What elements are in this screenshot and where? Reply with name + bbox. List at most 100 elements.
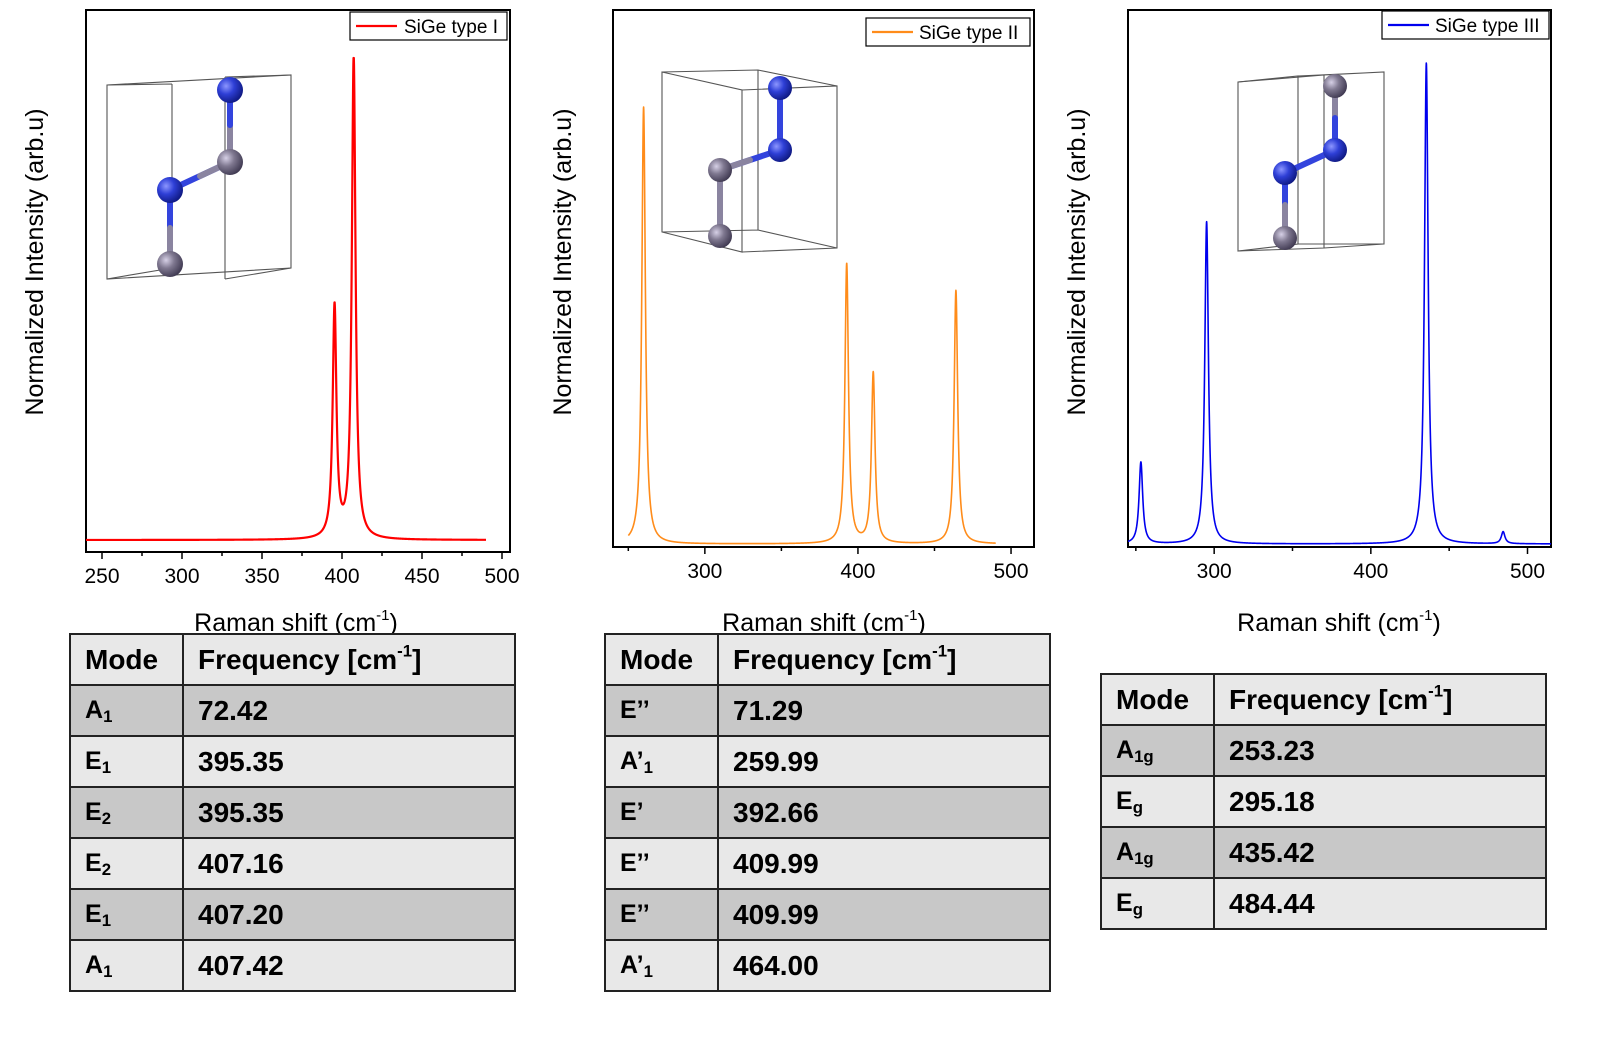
mode-subscript: 2 bbox=[101, 860, 112, 880]
mode-symbol: E’’ bbox=[620, 900, 650, 929]
mode-cell: E’’ bbox=[604, 684, 719, 737]
frequency-cell: 409.99 bbox=[717, 888, 1051, 941]
mode-symbol: E bbox=[85, 747, 102, 776]
x-tick-label: 450 bbox=[404, 565, 439, 588]
frequency-value: 409.99 bbox=[733, 898, 819, 930]
header-frequency-sup: -1 bbox=[1428, 680, 1444, 700]
x-tick-label: 400 bbox=[840, 560, 875, 583]
chart-panel-3: 300 400 500 SiGe type III Normalized Inten… bbox=[1063, 9, 1552, 637]
legend-label: SiGe type III bbox=[1435, 16, 1540, 37]
chart-panel-2: 300 400 500 SiGe type II Normalized Intens… bbox=[549, 9, 1035, 637]
mode-cell: E1 bbox=[69, 888, 184, 941]
mode-cell: A1g bbox=[1100, 826, 1215, 879]
mode-subscript: g bbox=[1132, 798, 1143, 818]
frequency-cell: 259.99 bbox=[717, 735, 1051, 788]
mode-cell: E’’ bbox=[604, 837, 719, 890]
si-atom bbox=[1323, 138, 1347, 162]
mode-symbol: A bbox=[85, 696, 104, 725]
plot-frame bbox=[612, 9, 1035, 548]
header-frequency: Frequency [cm-1] bbox=[717, 633, 1051, 686]
si-atom bbox=[217, 77, 243, 103]
mode-subscript: g bbox=[1132, 900, 1143, 920]
x-tick-label: 500 bbox=[484, 565, 519, 588]
spectrum-line bbox=[1127, 62, 1552, 545]
header-frequency-label: Frequency [cm bbox=[733, 643, 933, 675]
frequency-value: 484.44 bbox=[1229, 887, 1315, 919]
frequency-cell: 484.44 bbox=[1213, 877, 1547, 930]
mode-symbol: A bbox=[1116, 736, 1135, 765]
mode-subscript: 1 bbox=[643, 758, 653, 778]
mode-subscript: 1g bbox=[1134, 747, 1154, 767]
si-atom bbox=[157, 177, 183, 203]
frequency-value: 72.42 bbox=[198, 694, 269, 726]
frequency-cell: 395.35 bbox=[182, 735, 516, 788]
x-axis-label: Raman shift (cm-1) bbox=[194, 607, 398, 637]
crystal-bonds bbox=[167, 87, 233, 267]
mode-cell: E’’ bbox=[604, 888, 719, 941]
mode-symbol: E bbox=[1116, 889, 1133, 918]
legend: SiGe type I bbox=[349, 11, 508, 41]
table-row: Eg 295.18 bbox=[1100, 775, 1547, 828]
frequency-value: 295.18 bbox=[1229, 785, 1315, 817]
ge-atom bbox=[1273, 226, 1297, 250]
frequency-value: 259.99 bbox=[733, 745, 819, 777]
x-axis-label: Raman shift (cm-1) bbox=[1237, 607, 1441, 637]
table-row: A1g 253.23 bbox=[1100, 724, 1547, 777]
table-header-row: Mode Frequency [cm-1] bbox=[604, 633, 1051, 686]
x-axis-label-tail: ) bbox=[918, 609, 926, 637]
mode-symbol: E bbox=[1116, 787, 1133, 816]
frequency-cell: 253.23 bbox=[1213, 724, 1547, 777]
si-atom bbox=[768, 76, 792, 100]
x-tick-label: 250 bbox=[84, 565, 119, 588]
mode-symbol: E’’ bbox=[620, 696, 650, 725]
mode-symbol: A’ bbox=[620, 951, 644, 980]
mode-symbol: A bbox=[1116, 838, 1135, 867]
chart-panel-1: 250 300 350 400 450 500 SiGe type I Normalize… bbox=[21, 9, 520, 637]
table-row: A1 407.42 bbox=[69, 939, 516, 992]
mode-subscript: 1 bbox=[103, 707, 113, 727]
mode-cell: E’ bbox=[604, 786, 719, 839]
frequency-value: 71.29 bbox=[733, 694, 804, 726]
y-axis-label: Normalized Intensity (arb.u) bbox=[21, 108, 49, 415]
ge-atom bbox=[1323, 74, 1347, 98]
ge-atom bbox=[217, 149, 243, 175]
x-axis-label: Raman shift (cm-1) bbox=[722, 607, 926, 637]
mode-cell: E2 bbox=[69, 837, 184, 890]
x-tick-label: 300 bbox=[687, 560, 722, 583]
mode-cell: A’1 bbox=[604, 939, 719, 992]
mode-cell: Eg bbox=[1100, 775, 1215, 828]
mode-cell: A1 bbox=[69, 684, 184, 737]
frequency-cell: 72.42 bbox=[182, 684, 516, 737]
frequency-cell: 392.66 bbox=[717, 786, 1051, 839]
x-axis-label-main: Raman shift (cm bbox=[1237, 609, 1419, 637]
spectrum-line bbox=[85, 56, 487, 542]
header-mode-label: Mode bbox=[85, 643, 159, 675]
frequency-cell: 295.18 bbox=[1213, 775, 1547, 828]
header-mode-label: Mode bbox=[620, 643, 694, 675]
table-row: A1 72.42 bbox=[69, 684, 516, 737]
frequency-value: 392.66 bbox=[733, 796, 819, 828]
x-axis-label-tail: ) bbox=[390, 609, 398, 637]
header-mode: Mode bbox=[604, 633, 719, 686]
ge-atom bbox=[708, 224, 732, 248]
x-axis-label-tail: ) bbox=[1433, 609, 1441, 637]
table-row: A1g 435.42 bbox=[1100, 826, 1547, 879]
table-row: E’’ 409.99 bbox=[604, 837, 1051, 890]
x-axis-label-sup: -1 bbox=[1419, 607, 1432, 624]
frequency-cell: 464.00 bbox=[717, 939, 1051, 992]
frequency-cell: 409.99 bbox=[717, 837, 1051, 890]
header-frequency: Frequency [cm-1] bbox=[182, 633, 516, 686]
mode-table-type-3: Mode Frequency [cm-1] A1g 253.23 Eg 295.18 A… bbox=[1100, 673, 1547, 930]
crystal-bonds bbox=[717, 85, 783, 239]
mode-subscript: 1 bbox=[643, 962, 653, 982]
frequency-cell: 71.29 bbox=[717, 684, 1051, 737]
mode-subscript: 2 bbox=[101, 809, 112, 829]
table-row: E1 395.35 bbox=[69, 735, 516, 788]
mode-cell: A’1 bbox=[604, 735, 719, 788]
x-ticks: 300 400 500 bbox=[627, 547, 1029, 583]
header-frequency-tail: ] bbox=[412, 643, 422, 675]
mode-symbol: E bbox=[85, 849, 102, 878]
mode-symbol: A’ bbox=[620, 747, 644, 776]
mode-cell: A1 bbox=[69, 939, 184, 992]
